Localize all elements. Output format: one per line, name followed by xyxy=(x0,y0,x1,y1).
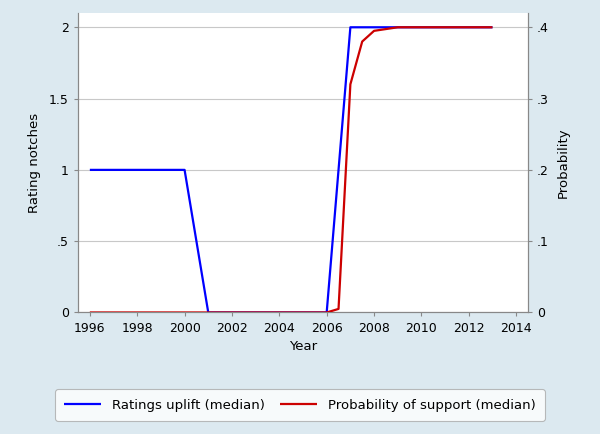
Legend: Ratings uplift (median), Probability of support (median): Ratings uplift (median), Probability of … xyxy=(55,389,545,421)
X-axis label: Year: Year xyxy=(289,340,317,353)
Y-axis label: Rating notches: Rating notches xyxy=(28,113,41,213)
Y-axis label: Probability: Probability xyxy=(557,128,570,198)
